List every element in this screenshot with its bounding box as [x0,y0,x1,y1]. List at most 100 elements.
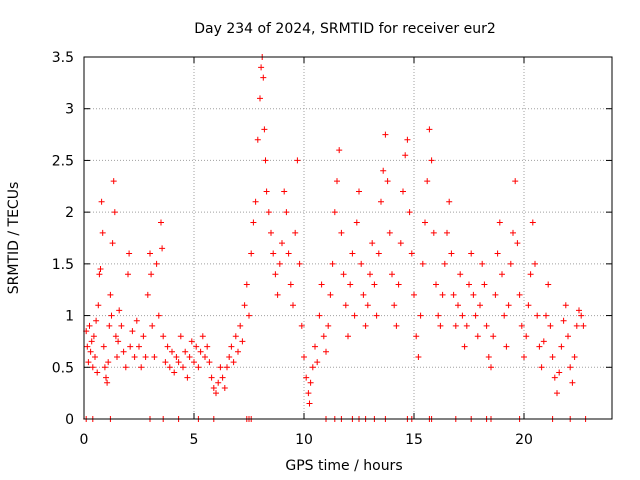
data-point [547,322,554,329]
data-point [505,302,512,309]
data-point [270,250,277,257]
data-point [243,281,250,288]
data-point [534,312,541,319]
data-point [545,281,552,288]
data-point [556,369,563,376]
data-point [149,322,156,329]
data-point [104,379,111,386]
data-point [382,131,389,138]
data-point [439,291,446,298]
data-point [492,291,499,298]
data-point [510,229,516,236]
data-point [292,229,299,236]
data-point [166,364,173,371]
data-point [536,343,543,350]
data-point [101,364,108,371]
data-point [560,317,567,324]
data-point [499,271,505,278]
data-point [527,271,534,278]
data-point [235,348,241,355]
data-point [88,338,95,345]
data-point [283,209,290,216]
data-point [84,343,91,350]
data-point [195,364,202,371]
data-point [182,348,189,355]
data-point [433,281,439,288]
data-point [303,374,310,381]
data-point [516,291,523,298]
data-point [94,369,101,376]
data-point [184,374,191,381]
data-point [215,379,222,386]
data-point [514,240,521,247]
data-point [272,271,279,278]
y-tick-label: 1.5 [52,257,74,273]
data-point [549,353,556,360]
data-point [219,374,226,381]
data-point [472,312,479,319]
data-point [380,167,387,174]
data-point [314,359,321,366]
data-point [576,307,582,314]
data-point [538,364,545,371]
data-point [252,198,259,205]
data-point [494,250,501,257]
data-point [411,291,417,298]
data-point [111,209,118,216]
data-point [525,302,532,309]
data-point [241,302,248,309]
data-point [301,353,307,360]
data-point [424,178,431,185]
data-point [378,198,384,205]
data-point [95,302,102,309]
data-point [408,250,415,257]
data-point [202,353,208,360]
x-axis-label: GPS time / hours [285,458,402,474]
data-point [89,364,96,371]
data-point [367,271,373,278]
data-point [364,302,371,309]
data-point [523,333,530,340]
data-point [92,353,98,360]
data-point [239,338,246,345]
data-point [148,271,155,278]
data-point [446,198,453,205]
data-point [306,400,313,407]
data-point [437,322,444,329]
y-tick-label: 2.5 [52,153,74,169]
data-point [155,312,162,319]
data-point [106,322,113,329]
data-point [160,333,167,340]
data-point [479,260,486,267]
data-point [147,250,153,257]
y-axis-label: SRMTID / TECUs [6,182,22,295]
data-point [336,147,343,154]
data-point [246,312,252,319]
data-point [459,312,466,319]
data-point [474,333,481,340]
data-point [287,281,294,288]
data-point [116,307,123,314]
data-point [171,369,178,376]
data-point [260,74,267,81]
data-point [503,343,510,350]
data-point [455,302,461,309]
data-point [373,312,380,319]
data-point [512,178,519,185]
data-point [573,322,580,329]
data-point [415,353,422,360]
data-point [338,229,345,236]
data-point [140,333,147,340]
data-point [115,338,122,345]
data-point [228,343,235,350]
x-tick-label: 15 [405,432,423,448]
data-point [316,312,323,319]
plot-frame [83,56,613,420]
data-point [305,390,312,397]
data-point [118,322,125,329]
data-point [162,359,169,366]
data-point [107,291,114,298]
data-point [413,333,420,340]
data-point [384,178,391,185]
data-point [441,260,448,267]
